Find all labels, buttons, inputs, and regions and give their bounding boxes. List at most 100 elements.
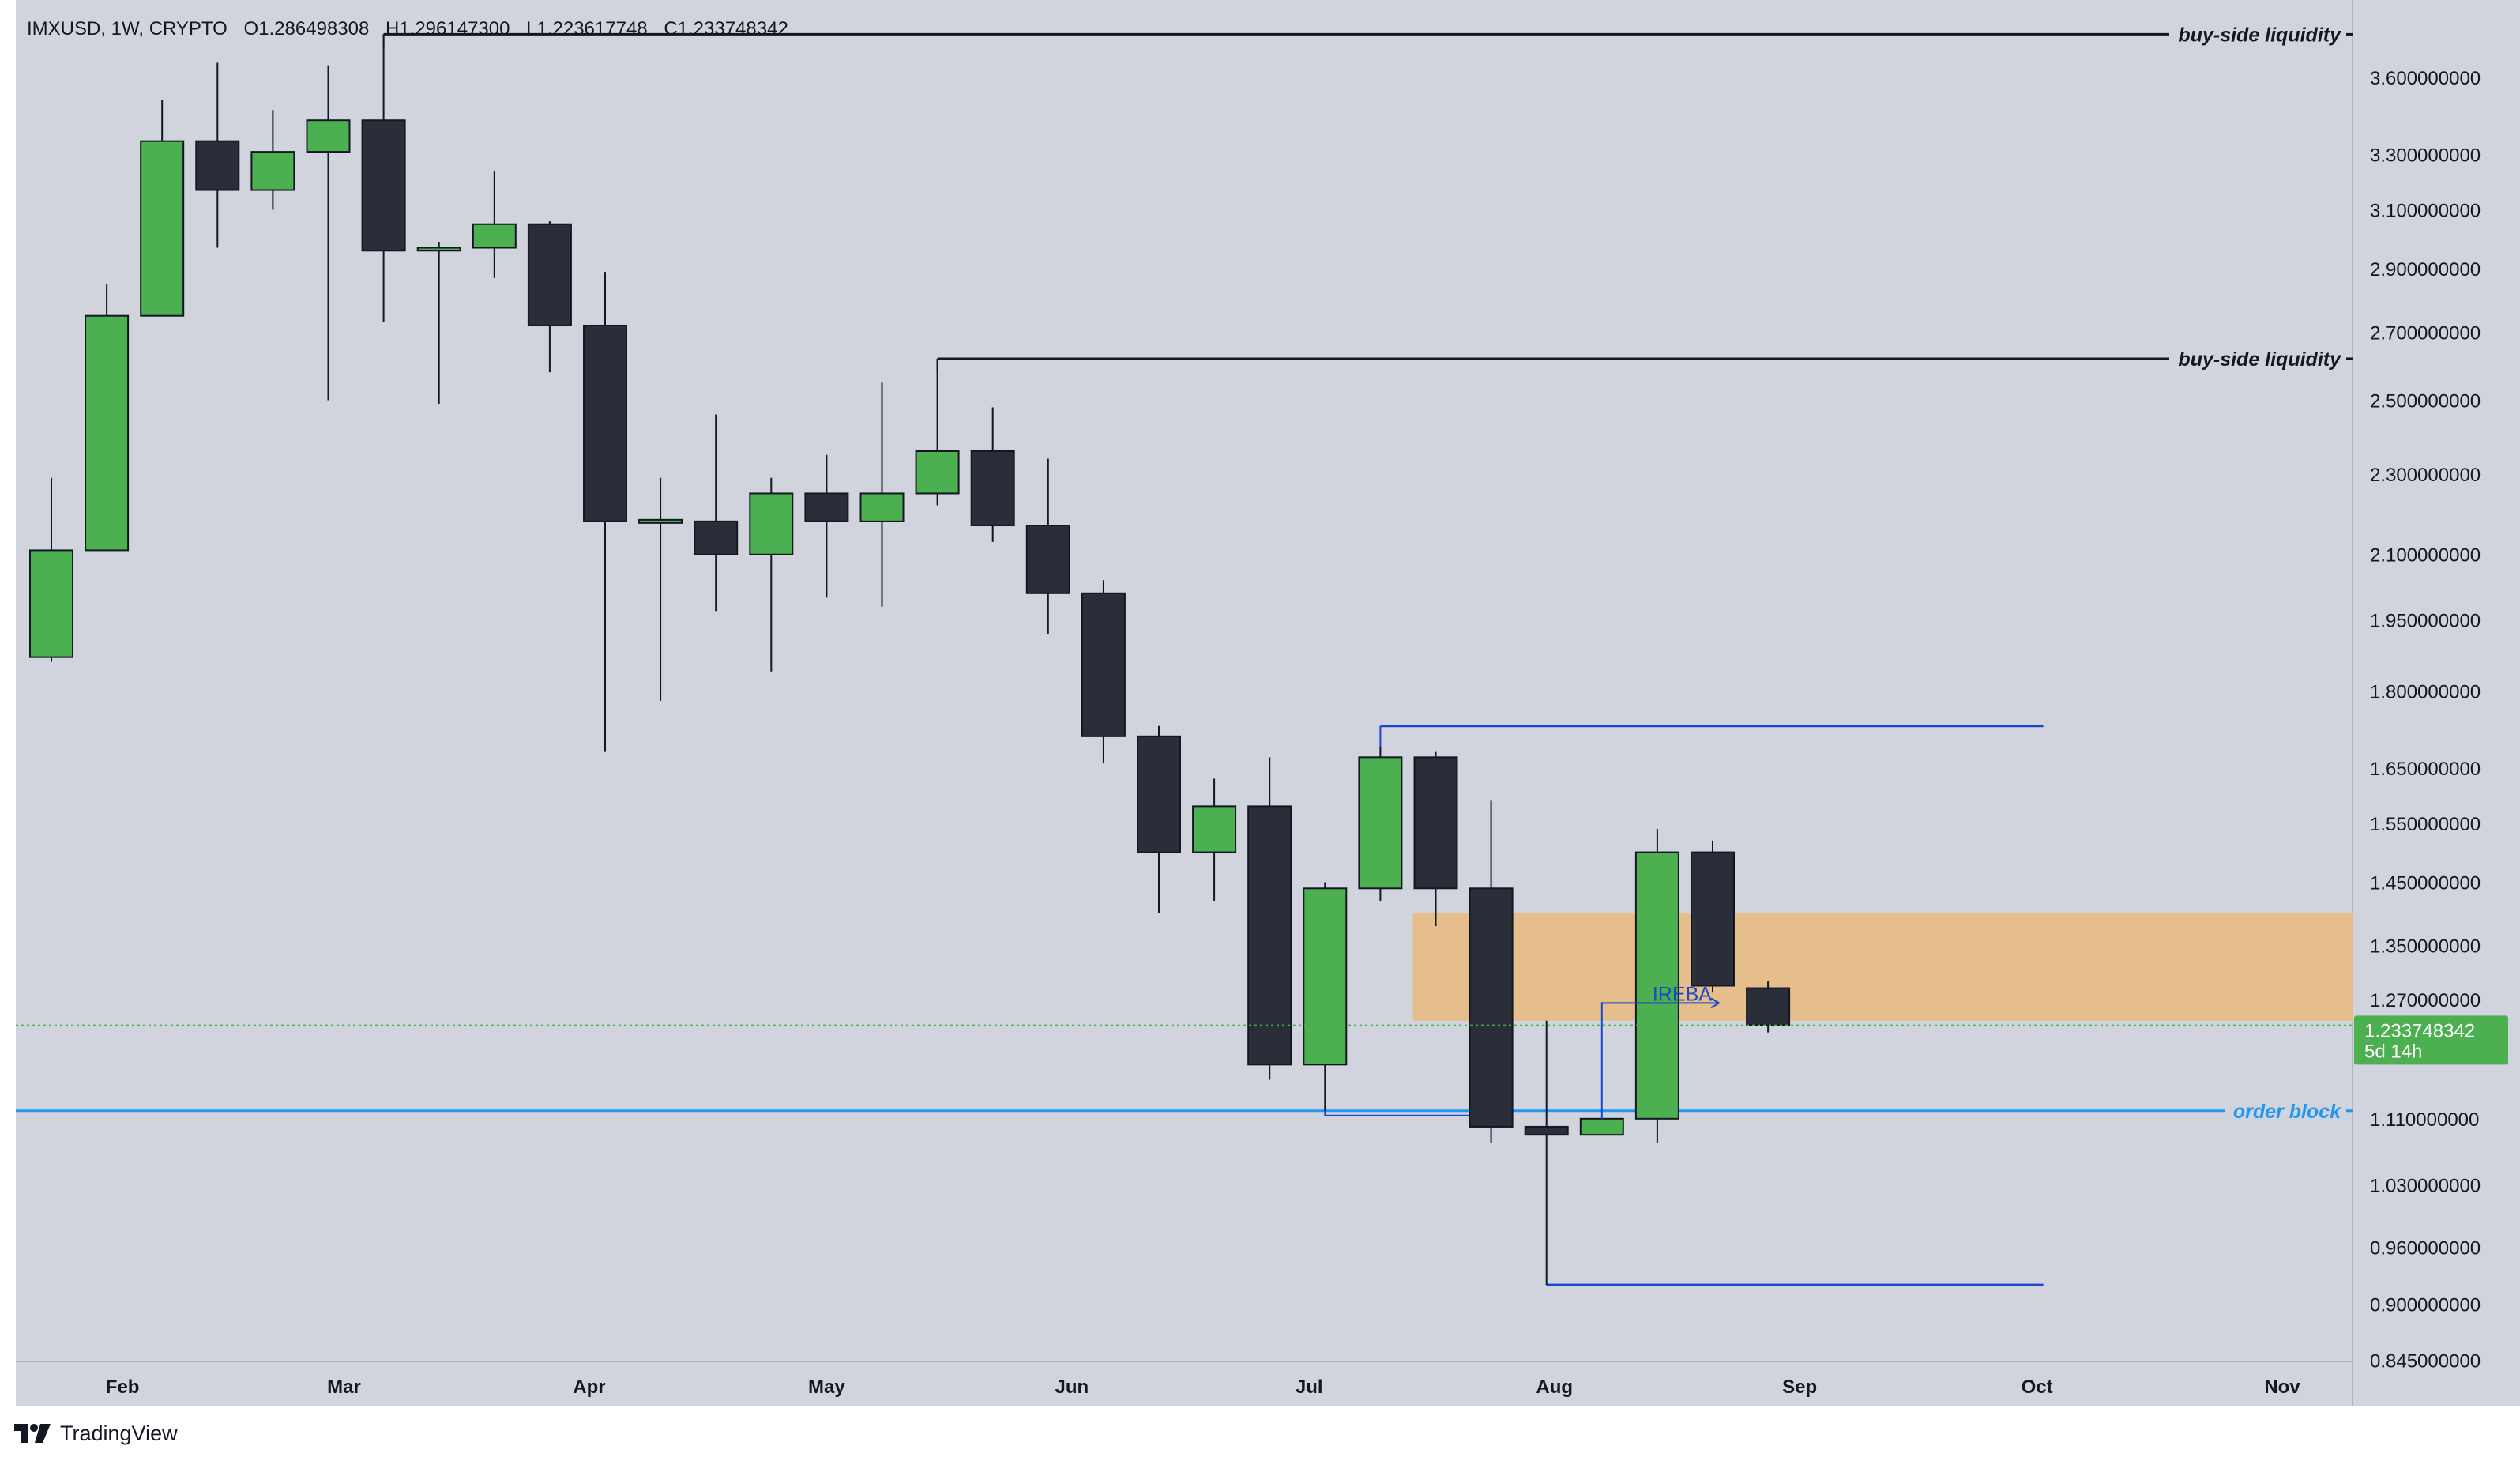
candle-body-bullish bbox=[29, 549, 73, 658]
candle-body-bullish bbox=[1303, 887, 1348, 1066]
candles-layer bbox=[29, 34, 1791, 1286]
candle bbox=[1081, 580, 1126, 763]
candle-body-bullish bbox=[1358, 756, 1403, 890]
candle-body-bullish bbox=[85, 314, 130, 552]
price-axis-label: 3.300000000 bbox=[2370, 145, 2481, 167]
candle bbox=[29, 477, 73, 662]
candle-body-bearish bbox=[1025, 525, 1070, 594]
time-axis-label: Apr bbox=[573, 1376, 605, 1398]
candle bbox=[804, 454, 849, 598]
current-price-value: 1.233748342 bbox=[2364, 1020, 2475, 1041]
tradingview-logo[interactable]: TradingView bbox=[14, 1419, 178, 1448]
candle bbox=[306, 65, 351, 401]
candle-body-bearish bbox=[195, 140, 240, 191]
candle-body-bullish bbox=[250, 151, 295, 191]
price-axis-label: 2.300000000 bbox=[2370, 465, 2481, 486]
candle bbox=[1634, 829, 1679, 1143]
price-axis-area[interactable] bbox=[2353, 0, 2520, 1406]
buy-side-liquidity-high-label: buy-side liquidity bbox=[2178, 24, 2341, 46]
price-axis-label: 1.650000000 bbox=[2370, 759, 2481, 780]
candle bbox=[859, 382, 905, 607]
candle-body-bearish bbox=[1524, 1125, 1569, 1136]
candle-body-bearish bbox=[804, 492, 849, 522]
candle bbox=[694, 414, 739, 612]
candle-body-bullish bbox=[1579, 1117, 1624, 1136]
time-axis-label: Jul bbox=[1296, 1376, 1323, 1398]
candle bbox=[1413, 751, 1458, 926]
candle-body-bearish bbox=[361, 119, 406, 252]
price-axis-label: 2.700000000 bbox=[2370, 322, 2481, 344]
price-axis[interactable]: 4.4000000004.0000000003.6000000003.30000… bbox=[2370, 0, 2481, 1372]
time-axis-label: Feb bbox=[106, 1376, 140, 1398]
candle-body-bullish bbox=[915, 450, 960, 495]
candle-body-bearish bbox=[1746, 987, 1791, 1026]
candle-body-bullish bbox=[638, 518, 683, 524]
tradingview-logo-icon bbox=[14, 1424, 51, 1443]
time-axis-label: May bbox=[808, 1376, 845, 1398]
candle-body-bullish bbox=[1192, 805, 1237, 853]
candle bbox=[1192, 778, 1237, 901]
time-axis-area[interactable] bbox=[16, 1361, 2353, 1406]
candle bbox=[1691, 840, 1735, 993]
candle bbox=[250, 110, 295, 210]
price-axis-label: 1.350000000 bbox=[2370, 936, 2481, 958]
time-axis-label: Nov bbox=[2264, 1376, 2300, 1398]
candle-body-bearish bbox=[1469, 887, 1514, 1128]
candle bbox=[915, 358, 960, 506]
candle-body-bearish bbox=[1081, 592, 1126, 737]
candle-body-bullish bbox=[140, 140, 185, 317]
price-axis-label: 0.960000000 bbox=[2370, 1237, 2481, 1259]
annotations-layer: buy-side liquidity buy-side liquidity or… bbox=[1600, 24, 2341, 1123]
candle-body-bearish bbox=[694, 520, 739, 555]
candle-body-bearish bbox=[1413, 756, 1458, 890]
time-axis[interactable]: Feb Mar Apr May Jun Jul Aug Sep Oct Nov bbox=[106, 1376, 2301, 1398]
candle bbox=[1469, 800, 1514, 1143]
supply-zone bbox=[1412, 913, 2353, 1021]
candle-body-bearish bbox=[583, 324, 627, 522]
zones-layer bbox=[1412, 913, 2353, 1021]
candle bbox=[1247, 757, 1292, 1080]
candle-body-bullish bbox=[472, 223, 517, 249]
ireba-arrow bbox=[1600, 997, 1721, 1119]
time-axis-label: Sep bbox=[1782, 1376, 1817, 1398]
price-axis-label: 2.500000000 bbox=[2370, 390, 2481, 412]
candle bbox=[416, 241, 461, 404]
price-axis-label: 3.600000000 bbox=[2370, 68, 2481, 89]
candle bbox=[1303, 882, 1348, 1111]
price-axis-label: 0.845000000 bbox=[2370, 1350, 2481, 1372]
buy-side-liquidity-mid-label: buy-side liquidity bbox=[2178, 348, 2341, 371]
candle-body-bullish bbox=[859, 492, 905, 522]
price-axis-label: 2.100000000 bbox=[2370, 545, 2481, 567]
current-price-badge: 1.233748342 5d 14h bbox=[2354, 1015, 2508, 1065]
time-axis-label: Aug bbox=[1536, 1376, 1573, 1398]
price-axis-label: 1.030000000 bbox=[2370, 1176, 2481, 1197]
candle bbox=[1137, 725, 1181, 913]
candle-body-bearish bbox=[1691, 851, 1735, 987]
time-axis-label: Mar bbox=[327, 1376, 361, 1398]
candle bbox=[85, 284, 130, 552]
symbol-info: IMXUSD, 1W, CRYPTO bbox=[27, 18, 228, 40]
price-axis-label: 2.900000000 bbox=[2370, 259, 2481, 281]
candle bbox=[638, 477, 683, 701]
ohlc-high: H1.296147300 bbox=[386, 18, 510, 40]
candle bbox=[1746, 981, 1791, 1033]
candle bbox=[527, 221, 572, 373]
bar-countdown: 5d 14h bbox=[2364, 1041, 2422, 1062]
price-axis-label: 1.270000000 bbox=[2370, 990, 2481, 1011]
candle-body-bullish bbox=[1634, 851, 1679, 1120]
candle bbox=[1579, 1117, 1624, 1136]
price-axis-label: 0.900000000 bbox=[2370, 1295, 2481, 1316]
ohlc-open: O1.286498308 bbox=[244, 18, 370, 40]
candle bbox=[1025, 458, 1070, 634]
current-price-badge-bg bbox=[2354, 1015, 2508, 1065]
time-axis-label: Oct bbox=[2022, 1376, 2053, 1398]
candle-body-bearish bbox=[527, 223, 572, 326]
price-axis-label: 1.950000000 bbox=[2370, 611, 2481, 632]
candle-body-bullish bbox=[306, 119, 351, 153]
candle bbox=[583, 272, 627, 752]
candle bbox=[361, 34, 406, 322]
candle-body-bearish bbox=[1137, 735, 1181, 853]
price-axis-label: 3.100000000 bbox=[2370, 201, 2481, 222]
price-axis-label: 1.550000000 bbox=[2370, 814, 2481, 835]
